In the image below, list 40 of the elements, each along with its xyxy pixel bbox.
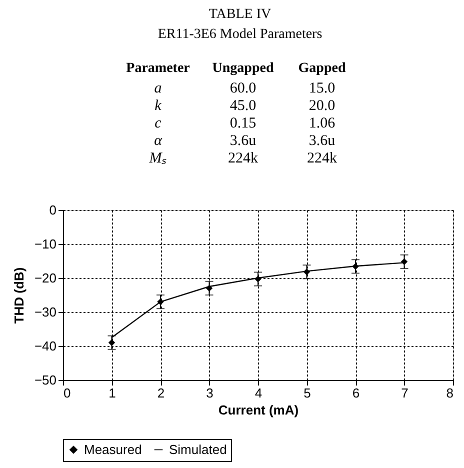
text: 15.0 [308, 80, 336, 96]
y-axis-title: THD (dB) [11, 267, 26, 324]
y-tick-label: −30 [34, 304, 56, 320]
text: c [154, 116, 162, 132]
x-tick-label: 5 [304, 386, 311, 400]
x-tick-label: 7 [401, 386, 408, 400]
text: α [154, 133, 164, 149]
x-tick-label: 1 [108, 386, 116, 400]
text: ER11-3E6 Model Parameters [158, 27, 322, 42]
text: a [154, 80, 162, 96]
text: Gapped [298, 61, 346, 76]
text: 0.15 [230, 116, 256, 132]
text: 3.6u [308, 133, 336, 149]
x-tick-label: 4 [254, 386, 262, 400]
y-tick-label: −20 [34, 270, 56, 286]
text: 224k [307, 150, 338, 166]
text: 45.0 [230, 98, 256, 114]
legend-label: Measured [84, 442, 142, 457]
y-tick-label: 0 [49, 202, 56, 218]
x-tick-label: 3 [206, 386, 214, 400]
y-tick-label: −10 [34, 236, 56, 252]
text: TABLE IV [208, 7, 272, 22]
text: Ungapped [212, 61, 274, 76]
point [108, 339, 116, 346]
text: 224k [228, 150, 258, 166]
y-tick-label: −50 [34, 372, 56, 388]
text: 3.6u [230, 133, 257, 149]
x-tick-label: 8 [446, 386, 454, 400]
text: 60.0 [230, 80, 256, 96]
legend-label: Simulated [169, 442, 227, 457]
y-tick-label: −40 [34, 338, 56, 354]
x-tick-label: 2 [157, 386, 165, 400]
x-tick-label: 6 [352, 386, 360, 400]
text: Parameter [126, 61, 190, 76]
text: Mₛ [148, 150, 167, 166]
text: 1.06 [308, 116, 336, 132]
text: 20.0 [308, 98, 336, 114]
x-axis-title: Current (mA) [218, 402, 299, 418]
text: k [154, 98, 162, 114]
x-tick-label: 0 [64, 386, 71, 400]
